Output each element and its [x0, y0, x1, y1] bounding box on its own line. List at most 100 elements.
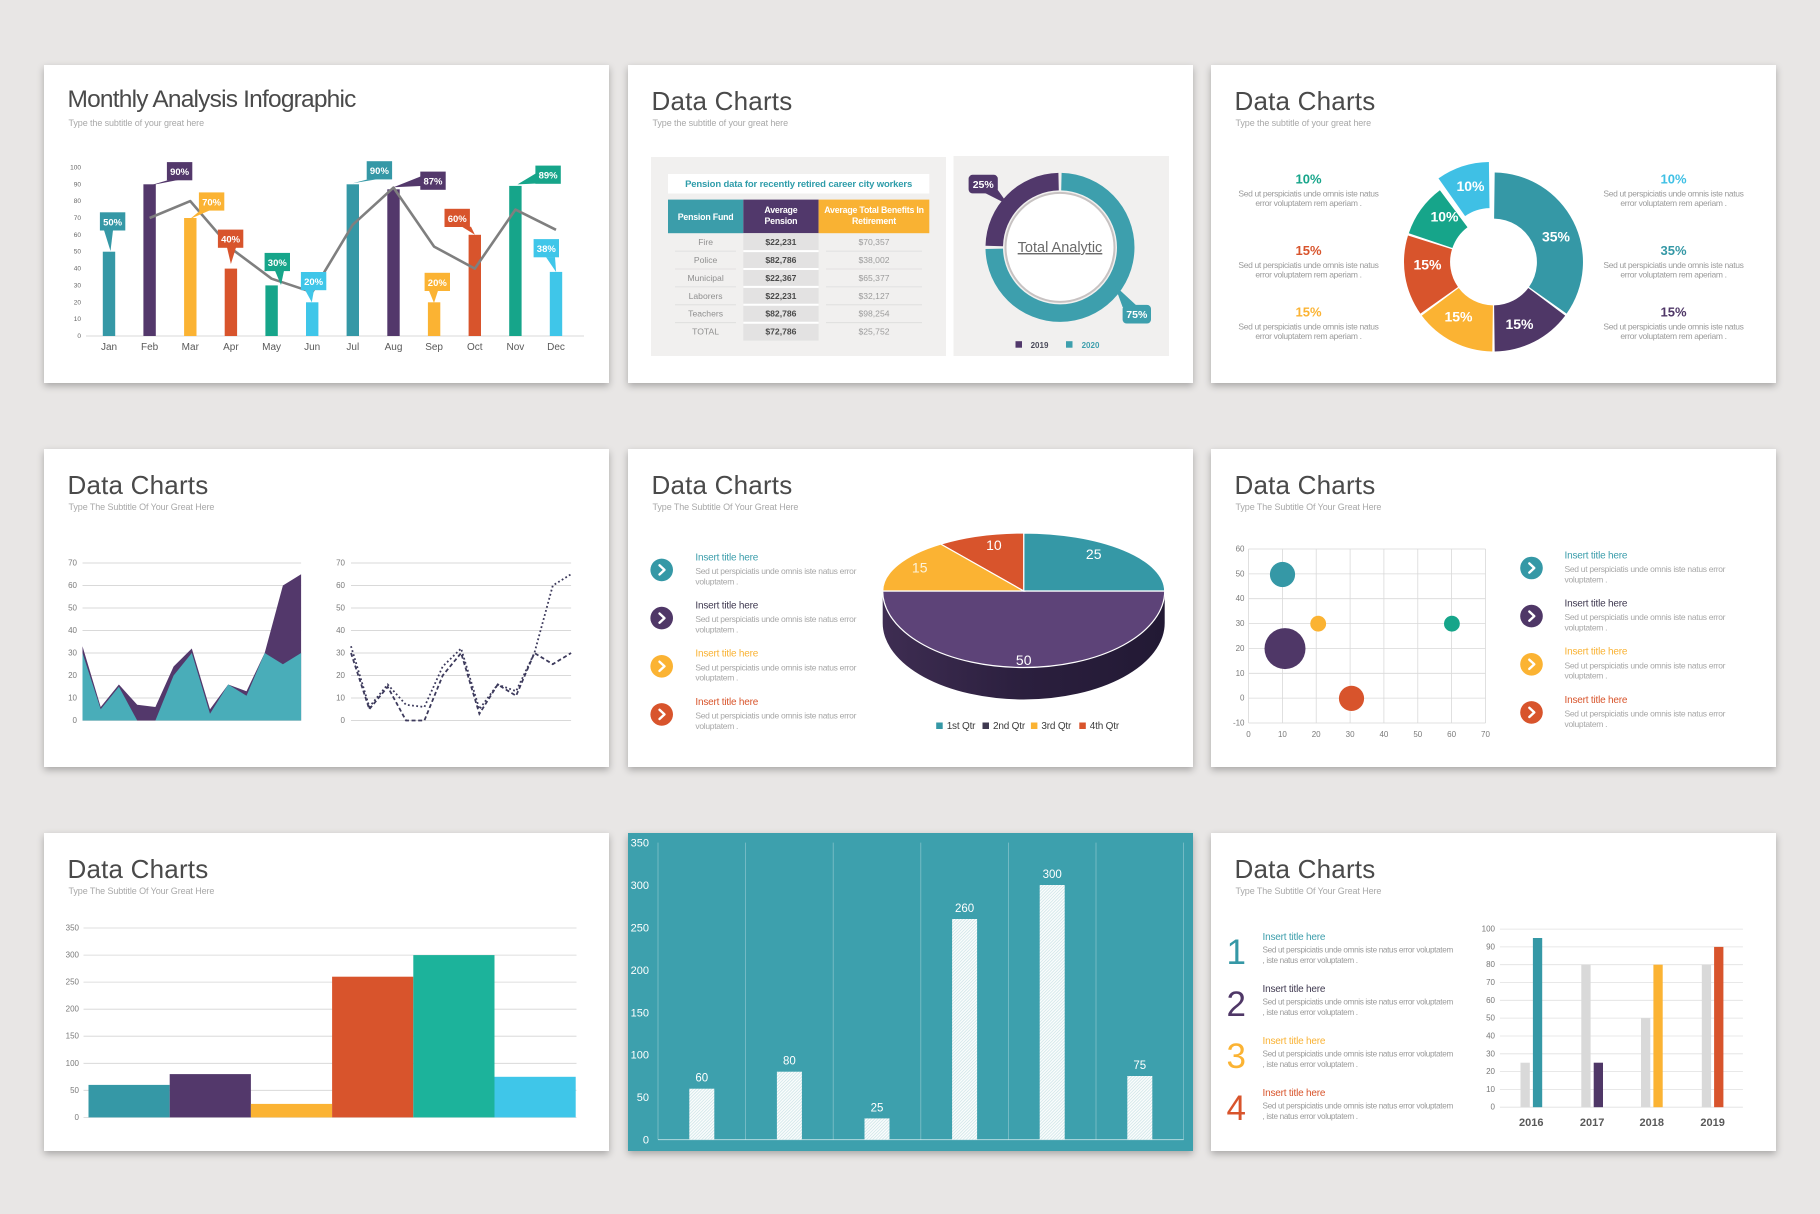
svg-text:200: 200: [66, 1005, 80, 1014]
svg-text:TOTAL: TOTAL: [692, 327, 719, 337]
svg-text:2018: 2018: [1640, 1117, 1664, 1129]
svg-text:40: 40: [1379, 730, 1388, 739]
svg-text:70: 70: [336, 559, 345, 568]
svg-text:70: 70: [74, 215, 82, 222]
svg-text:75%: 75%: [1126, 309, 1148, 321]
svg-text:Sed ut perspiciatis unde omnis: Sed ut perspiciatis unde omnis iste natu…: [695, 614, 856, 624]
svg-text:Sed ut perspiciatis unde omnis: Sed ut perspiciatis unde omnis iste natu…: [1263, 1102, 1454, 1111]
svg-text:1: 1: [1227, 933, 1246, 972]
svg-text:40: 40: [68, 626, 77, 635]
svg-text:80: 80: [1486, 960, 1495, 969]
svg-text:2nd Qtr: 2nd Qtr: [993, 721, 1026, 732]
svg-text:Sed ut perspiciatis unde omnis: Sed ut perspiciatis unde omnis iste natu…: [1565, 660, 1726, 670]
svg-text:Pension: Pension: [764, 216, 797, 226]
svg-text:50: 50: [70, 1086, 79, 1095]
svg-text:10: 10: [74, 316, 82, 323]
svg-text:0: 0: [75, 1113, 80, 1122]
svg-text:25%: 25%: [973, 179, 995, 191]
svg-text:Nov: Nov: [507, 342, 525, 353]
svg-text:15%: 15%: [1505, 316, 1534, 332]
svg-text:Average: Average: [764, 205, 797, 215]
svg-text:60: 60: [1236, 545, 1245, 554]
svg-text:Sed ut perspiciatis unde omnis: Sed ut perspiciatis unde omnis iste natu…: [695, 662, 856, 672]
svg-text:50: 50: [1016, 652, 1032, 668]
svg-text:Sed ut perspiciatis unde omnis: Sed ut perspiciatis unde omnis iste natu…: [1565, 708, 1726, 718]
svg-text:30: 30: [1346, 730, 1355, 739]
svg-text:89%: 89%: [539, 171, 559, 182]
svg-text:30: 30: [1236, 619, 1245, 628]
svg-text:Insert title here: Insert title here: [695, 649, 758, 660]
svg-text:90%: 90%: [370, 166, 390, 177]
svg-text:50: 50: [1413, 730, 1422, 739]
svg-text:100: 100: [66, 1059, 80, 1068]
svg-text:70: 70: [1486, 978, 1495, 987]
svg-text:voluptatem .: voluptatem .: [695, 721, 738, 731]
svg-text:60: 60: [695, 1073, 708, 1085]
svg-text:Sed ut perspiciatis unde omnis: Sed ut perspiciatis unde omnis iste natu…: [1263, 946, 1454, 955]
svg-text:15: 15: [912, 560, 928, 576]
svg-text:Insert title here: Insert title here: [1565, 550, 1628, 561]
svg-text:150: 150: [631, 1007, 649, 1019]
svg-text:70: 70: [1481, 730, 1490, 739]
svg-text:$82,786: $82,786: [765, 255, 796, 265]
svg-text:Laborers: Laborers: [689, 291, 723, 301]
svg-text:0: 0: [1246, 730, 1251, 739]
svg-text:Jan: Jan: [101, 342, 117, 353]
svg-text:60: 60: [1447, 730, 1456, 739]
svg-text:250: 250: [66, 978, 80, 987]
svg-text:Insert title here: Insert title here: [695, 552, 758, 563]
svg-text:$65,377: $65,377: [858, 273, 889, 283]
svg-text:0: 0: [1491, 1103, 1496, 1112]
svg-text:Sed ut perspiciatis unde omnis: Sed ut perspiciatis unde omnis iste natu…: [695, 566, 856, 576]
svg-text:20: 20: [68, 671, 77, 680]
svg-text:80: 80: [783, 1056, 796, 1068]
svg-text:Insert title here: Insert title here: [1263, 984, 1326, 995]
svg-text:voluptatem .: voluptatem .: [1565, 671, 1608, 681]
svg-text:Jun: Jun: [304, 342, 320, 353]
svg-text:$38,002: $38,002: [858, 255, 889, 265]
svg-text:$98,254: $98,254: [858, 309, 889, 319]
svg-text:voluptatem .: voluptatem .: [1565, 623, 1608, 633]
svg-text:10: 10: [1486, 1085, 1495, 1094]
svg-text:$22,231: $22,231: [765, 237, 796, 247]
svg-text:60%: 60%: [448, 214, 468, 225]
svg-text:Insert title here: Insert title here: [1263, 1036, 1326, 1047]
svg-text:30%: 30%: [268, 258, 288, 269]
svg-text:20: 20: [1312, 730, 1321, 739]
svg-text:Feb: Feb: [141, 342, 159, 353]
svg-text:Sep: Sep: [425, 342, 443, 353]
svg-text:Sed ut perspiciatis unde omnis: Sed ut perspiciatis unde omnis iste natu…: [1263, 998, 1454, 1007]
svg-text:10: 10: [68, 694, 77, 703]
svg-text:20: 20: [1236, 644, 1245, 653]
svg-text:10%: 10%: [1660, 172, 1686, 187]
svg-text:Police: Police: [694, 255, 718, 265]
svg-text:error voluptatem rem aperiam .: error voluptatem rem aperiam .: [1255, 198, 1361, 208]
svg-text:voluptatem .: voluptatem .: [1565, 574, 1608, 584]
svg-text:20: 20: [1486, 1067, 1495, 1076]
svg-text:30: 30: [336, 649, 345, 658]
svg-text:Mar: Mar: [182, 342, 200, 353]
svg-text:350: 350: [631, 838, 649, 850]
svg-text:Insert title here: Insert title here: [1263, 932, 1326, 943]
svg-text:10: 10: [336, 694, 345, 703]
svg-text:May: May: [262, 342, 281, 353]
svg-text:90: 90: [1486, 942, 1495, 951]
svg-text:20%: 20%: [428, 278, 448, 289]
svg-text:voluptatem .: voluptatem .: [695, 625, 738, 635]
svg-text:50: 50: [336, 604, 345, 613]
svg-text:60: 60: [74, 232, 82, 239]
svg-text:$22,367: $22,367: [765, 273, 796, 283]
svg-text:3rd Qtr: 3rd Qtr: [1041, 721, 1072, 732]
svg-text:40: 40: [1486, 1032, 1495, 1041]
svg-text:error voluptatem rem aperiam .: error voluptatem rem aperiam .: [1620, 198, 1726, 208]
svg-text:Insert title here: Insert title here: [1565, 599, 1628, 610]
svg-text:Retirement: Retirement: [852, 216, 896, 226]
svg-text:20: 20: [336, 671, 345, 680]
svg-text:Insert title here: Insert title here: [1565, 695, 1628, 706]
svg-text:error voluptatem rem aperiam .: error voluptatem rem aperiam .: [1255, 331, 1361, 341]
svg-text:Sed ut perspiciatis unde omnis: Sed ut perspiciatis unde omnis iste natu…: [1603, 260, 1743, 270]
svg-text:10: 10: [1278, 730, 1287, 739]
svg-text:, iste natus error voluptatem: , iste natus error voluptatem .: [1263, 1008, 1358, 1017]
svg-text:15%: 15%: [1295, 243, 1321, 258]
svg-text:350: 350: [66, 924, 80, 933]
